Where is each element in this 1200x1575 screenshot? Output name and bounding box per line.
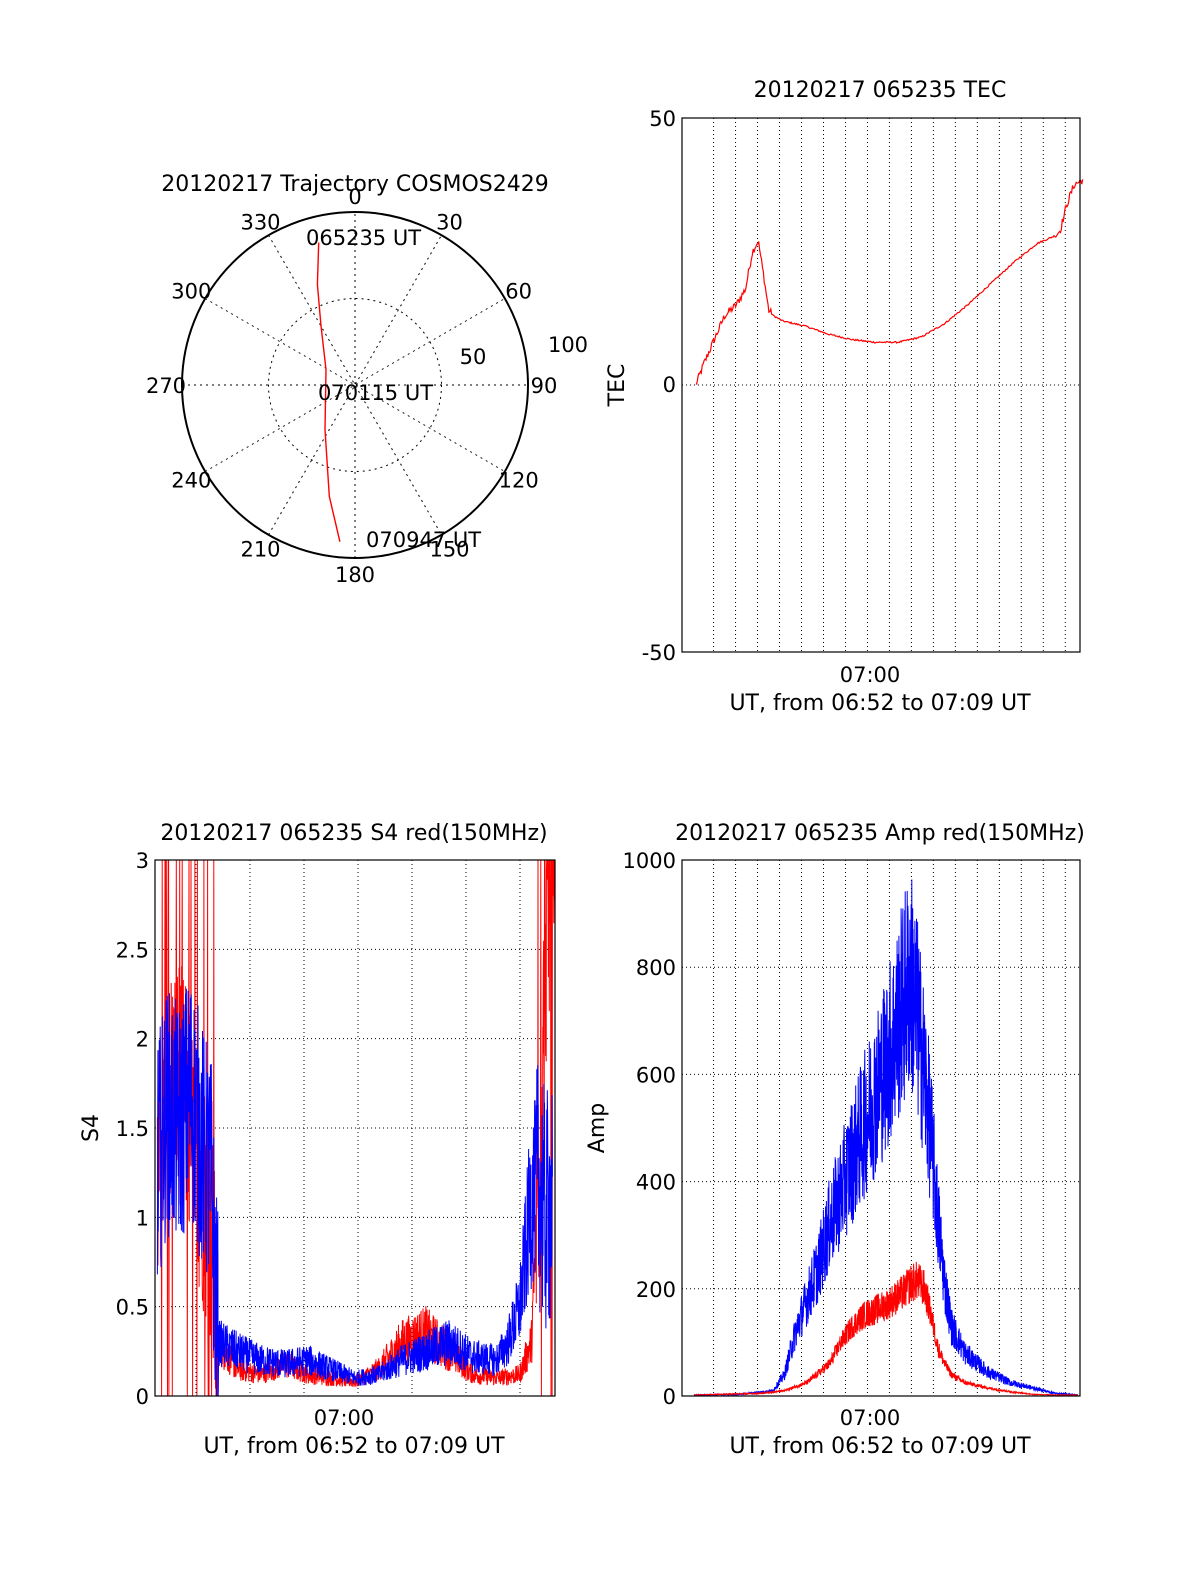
polar-azimuth-label: 270: [146, 374, 186, 398]
polar-title: 20120217 Trajectory COSMOS2429: [161, 172, 548, 197]
amp-frame: [681, 859, 1081, 1397]
polar-annotation-start: 065235 UT: [306, 226, 421, 250]
amp-blue-line: [693, 879, 1079, 1397]
polar-spoke: [204, 298, 506, 472]
s4-ytick: 2.5: [116, 938, 149, 962]
polar-azimuth-label: 60: [505, 280, 532, 304]
polar-azimuth-label: 240: [171, 469, 211, 493]
tec-ytick-minus50: -50: [642, 641, 676, 665]
amp-ytick: 400: [636, 1171, 676, 1195]
tec-xtick-0700: 07:00: [840, 663, 901, 687]
polar-azimuth-label: 210: [240, 538, 280, 562]
s4-ytick: 2: [136, 1028, 149, 1052]
amp-title: 20120217 065235 Amp red(150MHz): [675, 821, 1085, 846]
polar-spoke: [268, 234, 442, 536]
s4-title: 20120217 065235 S4 red(150MHz): [160, 821, 547, 846]
polar-annotation-end: 070947 UT: [366, 528, 481, 552]
s4-panel: 20120217 065235 S4 red(150MHz) 0 0.5 1 1.5 2…: [79, 821, 556, 1459]
s4-ylabel: S4: [79, 1114, 104, 1142]
amp-panel: 20120217 065235 Amp red(150MHz) 0 200 400 6…: [585, 821, 1085, 1459]
polar-azimuth-label: 330: [240, 210, 280, 234]
polar-azimuth-label: 150: [429, 538, 469, 562]
tec-grid: [682, 118, 1080, 652]
amp-ytick: 1000: [623, 849, 676, 873]
polar-azimuth-label: 0: [348, 185, 361, 209]
polar-azimuth-label: 300: [171, 280, 211, 304]
polar-azimuth-label: 180: [335, 563, 375, 587]
s4-frame: [154, 859, 556, 1397]
s4-ytick: 1.5: [116, 1117, 149, 1141]
polar-radial-label-50: 50: [460, 345, 487, 369]
amp-ytick: 200: [636, 1278, 676, 1302]
tec-ytick-0: 0: [663, 373, 676, 397]
s4-ytick: 1: [136, 1206, 149, 1230]
amp-ylabel: Amp: [585, 1103, 610, 1153]
tec-line: [695, 179, 1084, 385]
amp-ytick: 600: [636, 1063, 676, 1087]
s4-ytick: 0.5: [116, 1296, 149, 1320]
amp-yticks: 0 200 400 600 800 1000: [623, 849, 676, 1409]
tec-ytick-50: 50: [649, 107, 676, 131]
s4-ytick: 0: [136, 1385, 149, 1409]
polar-trajectory-line: [316, 242, 341, 542]
amp-xtick-0700: 07:00: [840, 1406, 901, 1430]
polar-trajectory-panel: 20120217 Trajectory COSMOS2429 0 30 60 90 12…: [146, 172, 588, 587]
amp-red-line: [693, 1261, 1079, 1397]
amp-xlabel: UT, from 06:52 to 07:09 UT: [729, 1434, 1031, 1459]
tec-frame: [681, 117, 1081, 653]
s4-ytick: 3: [136, 849, 149, 873]
polar-annotation-mid: 070115 UT: [318, 381, 433, 405]
tec-title: 20120217 065235 TEC: [754, 78, 1007, 103]
tec-series: [695, 179, 1084, 385]
s4-series: [156, 859, 556, 1397]
s4-yticks: 0 0.5 1 1.5 2 2.5 3: [116, 849, 149, 1409]
polar-spoke: [268, 234, 442, 536]
s4-xlabel: UT, from 06:52 to 07:09 UT: [203, 1434, 505, 1459]
polar-azimuth-label: 30: [436, 210, 463, 234]
amp-ytick: 0: [663, 1385, 676, 1409]
amp-series: [693, 879, 1079, 1397]
tec-xlabel: UT, from 06:52 to 07:09 UT: [729, 691, 1031, 716]
tec-ylabel: TEC: [605, 364, 630, 408]
amp-ytick: 800: [636, 956, 676, 980]
polar-azimuth-label: 120: [499, 469, 539, 493]
tec-panel: 20120217 065235 TEC 50 0 -50 TEC 07:00 U…: [605, 78, 1084, 716]
s4-xtick-0700: 07:00: [314, 1406, 375, 1430]
polar-spoke: [204, 298, 506, 472]
s4-blue-line: [156, 988, 553, 1397]
polar-azimuth-labels: 0 30 60 90 120 150 180 210 240 270 300 330: [146, 185, 557, 587]
polar-radial-label-100: 100: [548, 333, 588, 357]
polar-grid: [181, 211, 529, 559]
polar-trajectory-series: [316, 242, 341, 542]
polar-azimuth-label: 90: [531, 374, 558, 398]
